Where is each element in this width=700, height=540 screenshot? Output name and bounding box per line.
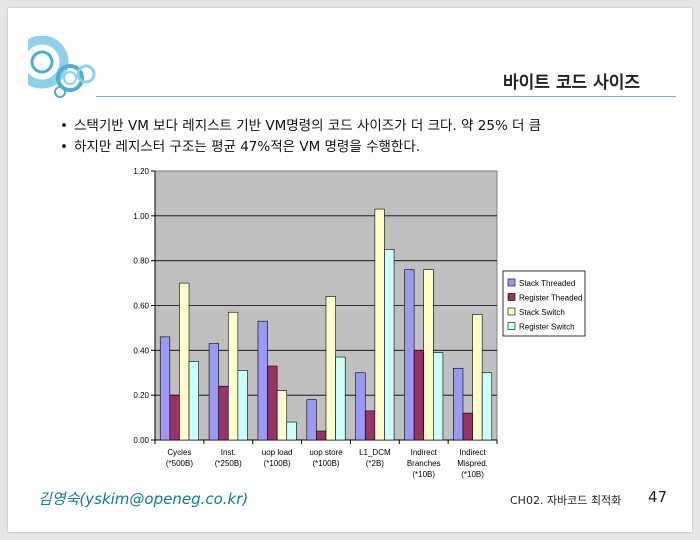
x-tick-label: uop load [262, 448, 293, 457]
bar [355, 372, 366, 441]
author-signature: 김영숙(yskim@openeg.co.kr) [38, 490, 249, 508]
legend-label: Stack Switch [519, 308, 565, 317]
x-tick-label: Indirect [459, 448, 486, 457]
legend-label: Register Theaded [519, 294, 582, 303]
y-tick-label: 0.60 [133, 302, 149, 311]
bar [218, 385, 229, 441]
slide: 바이트 코드 사이즈 스택기반 VM 보다 레지스트 기반 VM명령의 코드 사… [8, 8, 692, 532]
y-tick-label: 1.00 [133, 212, 149, 221]
y-tick-label: 1.20 [133, 167, 149, 176]
bar [188, 361, 199, 441]
x-tick-label: Inst. [221, 448, 236, 457]
bar [413, 350, 425, 441]
bar [433, 352, 444, 441]
legend-swatch [507, 278, 516, 287]
bar [237, 370, 248, 441]
bar [384, 249, 395, 441]
bar [404, 269, 415, 441]
x-tick-label: Indirect [411, 448, 438, 457]
bar [169, 394, 180, 441]
x-tick-label: Cycles [167, 448, 191, 457]
slide-title: 바이트 코드 사이즈 [503, 73, 640, 93]
bar [179, 282, 190, 441]
x-tick-label: (*10B) [412, 470, 435, 479]
bar [257, 320, 268, 441]
page-number: 47 [648, 488, 668, 506]
legend-swatch [507, 307, 516, 316]
bar [335, 356, 346, 441]
bar [364, 410, 376, 441]
y-tick-label: 0.00 [133, 436, 149, 445]
bar [208, 343, 219, 441]
title-divider [96, 96, 676, 97]
legend-swatch [507, 293, 516, 301]
x-tick-label: Branches [407, 459, 441, 468]
bar [159, 336, 171, 441]
bar [276, 390, 288, 441]
bar [286, 421, 297, 441]
x-tick-label: (*500B) [166, 459, 193, 468]
bullet-item: 스택기반 VM 보다 레지스트 기반 VM명령의 코드 사이즈가 더 크다. 약… [60, 116, 541, 137]
logo-circles-icon [28, 36, 96, 98]
y-tick-label: 0.40 [133, 346, 149, 355]
bullet-item: 하지만 레지스터 구조는 평균 47%적은 VM 명령을 수행한다. [60, 137, 541, 158]
legend-label: Register Switch [519, 323, 575, 332]
bar [306, 399, 317, 441]
bar [227, 311, 239, 441]
bar [267, 365, 278, 441]
x-tick-label: (*2B) [366, 459, 385, 468]
legend-swatch [507, 322, 516, 330]
bar [374, 208, 385, 441]
chapter-label: CH02. 자바코드 최적화 [510, 494, 622, 507]
x-tick-label: (*10B) [461, 470, 484, 479]
y-tick-label: 0.80 [133, 257, 149, 266]
bar [481, 372, 493, 441]
bullet-list: 스택기반 VM 보다 레지스트 기반 VM명령의 코드 사이즈가 더 크다. 약… [60, 116, 541, 158]
bar [472, 314, 483, 441]
bar [462, 412, 473, 441]
legend-box [502, 270, 586, 337]
y-tick-label: 0.20 [133, 391, 149, 400]
bar [316, 430, 327, 441]
bar [325, 296, 336, 441]
bar-chart: 0.00 0.20 0.40 0.60 0.80 1.00 1.20 Cycles (*500B… [133, 167, 586, 479]
bar [423, 269, 434, 441]
bar [453, 367, 464, 441]
x-tick-label: (*100B) [264, 459, 291, 468]
legend-label: Stack Threaded [519, 279, 575, 288]
x-tick-label: (*250B) [215, 459, 242, 468]
x-tick-label: (*100B) [312, 459, 339, 468]
x-tick-label: L1_DCM [359, 448, 391, 457]
x-tick-label: uop store [309, 448, 343, 457]
x-tick-label: Mispred. [457, 459, 488, 468]
